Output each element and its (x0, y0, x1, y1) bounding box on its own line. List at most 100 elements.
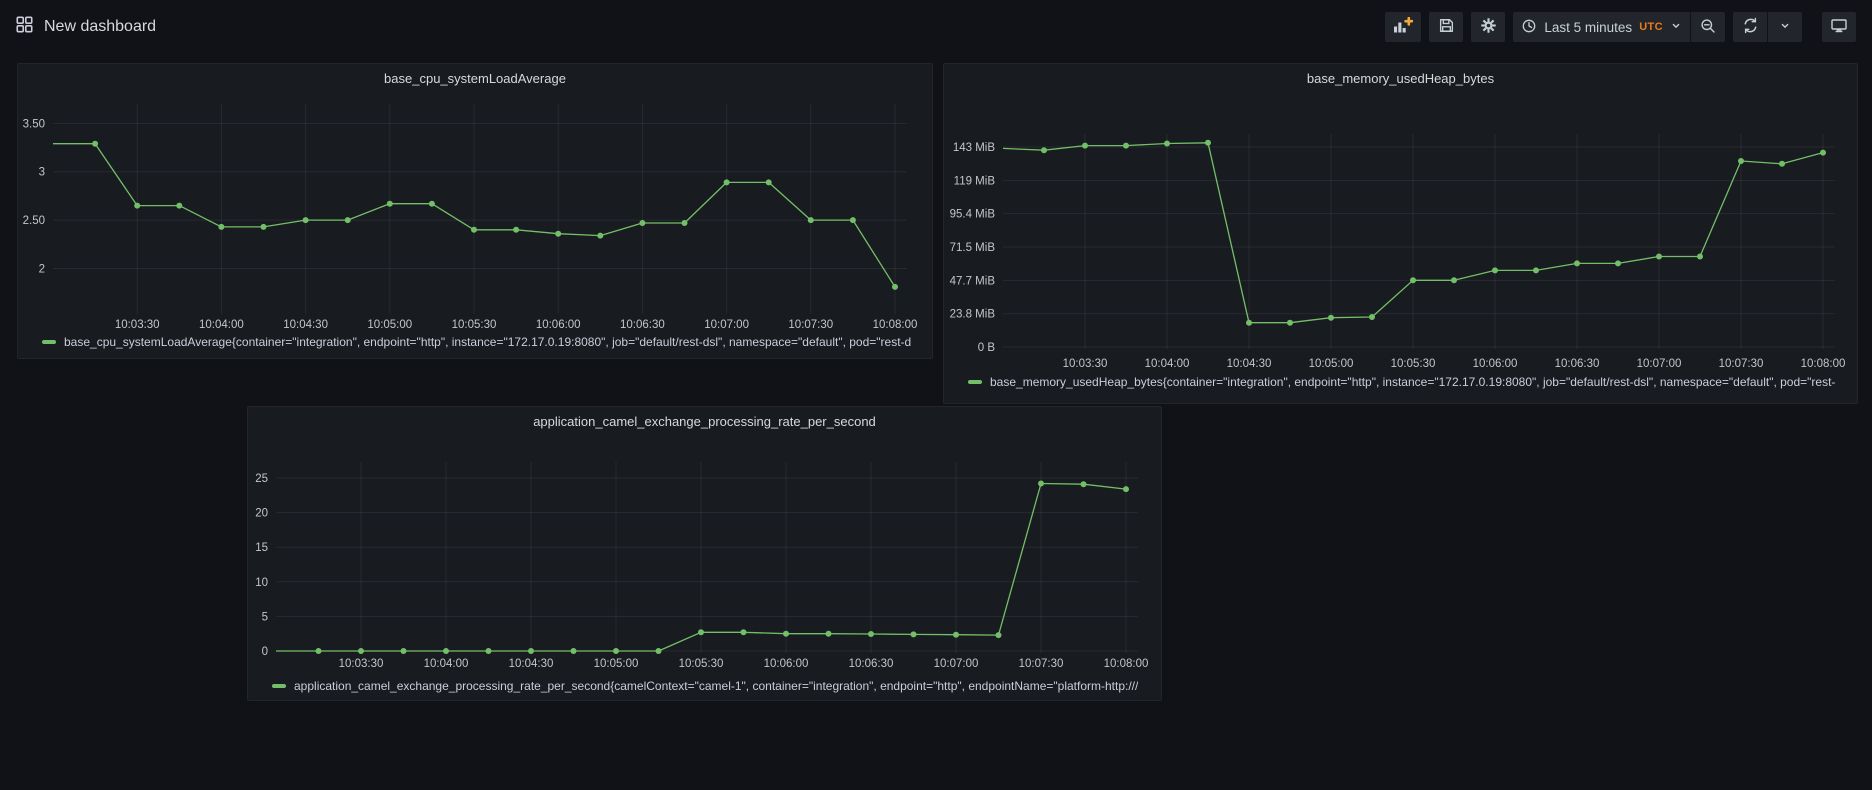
svg-text:47.7 MiB: 47.7 MiB (950, 275, 996, 287)
legend-label: application_camel_exchange_processing_ra… (294, 679, 1139, 693)
panel-title[interactable]: base_memory_usedHeap_bytes (1306, 71, 1495, 86)
svg-text:10:04:00: 10:04:00 (199, 319, 244, 331)
svg-text:10:04:30: 10:04:30 (283, 319, 328, 331)
svg-text:10:07:00: 10:07:00 (704, 319, 749, 331)
svg-text:10:03:30: 10:03:30 (1063, 358, 1108, 370)
y-axis-labels: 25 20 15 10 5 0 (255, 473, 268, 658)
time-range-picker[interactable]: Last 5 minutes UTC (1513, 12, 1690, 42)
svg-text:2.50: 2.50 (23, 215, 45, 227)
x-axis-labels: 10:03:30 10:04:00 10:04:30 10:05:00 10:05:30… (115, 319, 918, 331)
grid-lines (53, 104, 907, 314)
time-controls-group: Last 5 minutes UTC (1513, 12, 1725, 42)
svg-text:71.5 MiB: 71.5 MiB (950, 242, 996, 254)
dashboard-grid-icon (16, 16, 33, 38)
svg-text:10:05:00: 10:05:00 (367, 319, 412, 331)
svg-text:10:04:30: 10:04:30 (509, 658, 554, 670)
series-points[interactable] (92, 140, 898, 290)
svg-text:10:05:00: 10:05:00 (1309, 358, 1354, 370)
svg-text:0 B: 0 B (978, 342, 996, 354)
svg-text:10:06:00: 10:06:00 (1473, 358, 1518, 370)
svg-text:10:08:00: 10:08:00 (873, 319, 918, 331)
legend-swatch (42, 340, 56, 344)
svg-text:10:08:00: 10:08:00 (1104, 658, 1149, 670)
svg-text:2: 2 (39, 264, 45, 276)
series-points[interactable] (315, 480, 1130, 655)
svg-text:10:06:00: 10:06:00 (764, 658, 809, 670)
timezone-label: UTC (1639, 21, 1663, 33)
legend-swatch (272, 684, 286, 688)
svg-text:10:03:30: 10:03:30 (115, 319, 160, 331)
clock-icon (1521, 18, 1537, 37)
gear-icon: (function(){var t=document.getElementByI… (1480, 17, 1497, 37)
monitor-icon (1830, 17, 1848, 37)
svg-text:10:08:00: 10:08:00 (1801, 358, 1846, 370)
panel-title[interactable]: base_cpu_systemLoadAverage (384, 71, 566, 86)
y-axis-labels: 143 MiB 119 MiB 95.4 MiB 71.5 MiB 47.7 MiB 23… (950, 142, 996, 354)
svg-text:10:06:30: 10:06:30 (1555, 358, 1600, 370)
legend-item[interactable]: base_cpu_systemLoadAverage{container="in… (42, 335, 926, 349)
add-panel-button[interactable] (1385, 12, 1422, 42)
svg-text:143 MiB: 143 MiB (953, 142, 996, 154)
legend-label: base_cpu_systemLoadAverage{container="in… (64, 335, 912, 349)
chevron-down-icon (1670, 20, 1682, 35)
legend-label: base_memory_usedHeap_bytes{container="in… (990, 375, 1836, 389)
x-axis-labels: 10:03:30 10:04:00 10:04:30 10:05:00 10:05:30… (339, 658, 1149, 670)
dashboard-title[interactable]: New dashboard (44, 18, 157, 35)
add-panel-icon (1393, 16, 1414, 37)
svg-text:10:06:00: 10:06:00 (536, 319, 581, 331)
svg-text:10:06:30: 10:06:30 (849, 658, 894, 670)
svg-text:10:05:30: 10:05:30 (679, 658, 724, 670)
svg-text:10: 10 (255, 577, 268, 589)
svg-text:10:05:30: 10:05:30 (452, 319, 497, 331)
cpu-load-chart[interactable]: 3.50 3 2.50 2 10:03:30 10:04:00 10:04:30 10:05:… (18, 64, 933, 359)
camel-rate-chart[interactable]: 25 20 15 10 5 0 10:03:30 10:04:00 10:04:30 10:05:… (248, 407, 1162, 701)
svg-text:10:07:30: 10:07:30 (1719, 358, 1764, 370)
memory-heap-chart[interactable]: 143 MiB 119 MiB 95.4 MiB 71.5 MiB 47.7 MiB 23… (944, 64, 1858, 404)
legend-swatch (968, 380, 982, 384)
svg-text:10:07:30: 10:07:30 (788, 319, 833, 331)
svg-text:10:07:00: 10:07:00 (934, 658, 979, 670)
svg-text:10:05:00: 10:05:00 (594, 658, 639, 670)
svg-text:25: 25 (255, 473, 268, 485)
x-axis-labels: 10:03:30 10:04:00 10:04:30 10:05:00 10:05:30… (1063, 358, 1846, 370)
svg-text:10:03:30: 10:03:30 (339, 658, 384, 670)
panel-camel-exchange-rate: 25 20 15 10 5 0 10:03:30 10:04:00 10:04:30 10:05:… (247, 406, 1162, 701)
panel-title[interactable]: application_camel_exchange_processing_ra… (533, 414, 876, 429)
svg-text:10:04:00: 10:04:00 (1145, 358, 1190, 370)
svg-text:10:04:30: 10:04:30 (1227, 358, 1272, 370)
panel-cpu-system-load-average: 3.50 3 2.50 2 10:03:30 10:04:00 10:04:30 10:05:… (17, 63, 933, 359)
series-points[interactable] (1041, 139, 1826, 326)
svg-text:95.4 MiB: 95.4 MiB (950, 209, 996, 221)
grid-lines (1003, 134, 1835, 349)
svg-text:10:06:30: 10:06:30 (620, 319, 665, 331)
save-dashboard-button[interactable] (1429, 12, 1464, 42)
svg-text:119 MiB: 119 MiB (954, 176, 996, 188)
svg-text:10:05:30: 10:05:30 (1391, 358, 1436, 370)
refresh-icon (1742, 17, 1759, 37)
cycle-view-mode-button[interactable] (1822, 12, 1856, 42)
time-range-label: Last 5 minutes (1544, 19, 1633, 35)
svg-text:20: 20 (255, 508, 268, 520)
legend-item[interactable]: base_memory_usedHeap_bytes{container="in… (968, 375, 1851, 389)
svg-text:15: 15 (255, 542, 268, 554)
save-icon (1438, 17, 1455, 37)
svg-text:10:04:00: 10:04:00 (424, 658, 469, 670)
refresh-button[interactable] (1733, 12, 1767, 42)
svg-text:10:07:30: 10:07:30 (1019, 658, 1064, 670)
svg-text:0: 0 (262, 646, 268, 658)
chevron-down-icon (1779, 20, 1791, 35)
panel-memory-used-heap: 143 MiB 119 MiB 95.4 MiB 71.5 MiB 47.7 MiB 23… (943, 63, 1858, 404)
dashboard-settings-button[interactable]: (function(){var t=document.getElementByI… (1471, 12, 1506, 42)
svg-text:3: 3 (39, 167, 45, 179)
legend-item[interactable]: application_camel_exchange_processing_ra… (272, 679, 1155, 693)
zoom-out-button[interactable] (1691, 12, 1725, 42)
refresh-interval-button[interactable] (1768, 12, 1802, 42)
refresh-group (1733, 12, 1802, 42)
svg-text:3.50: 3.50 (23, 118, 45, 130)
grid-lines (276, 462, 1138, 653)
svg-text:10:07:00: 10:07:00 (1637, 358, 1682, 370)
svg-text:5: 5 (262, 611, 268, 623)
zoom-out-icon (1700, 18, 1716, 37)
y-axis-labels: 3.50 3 2.50 2 (23, 118, 45, 275)
